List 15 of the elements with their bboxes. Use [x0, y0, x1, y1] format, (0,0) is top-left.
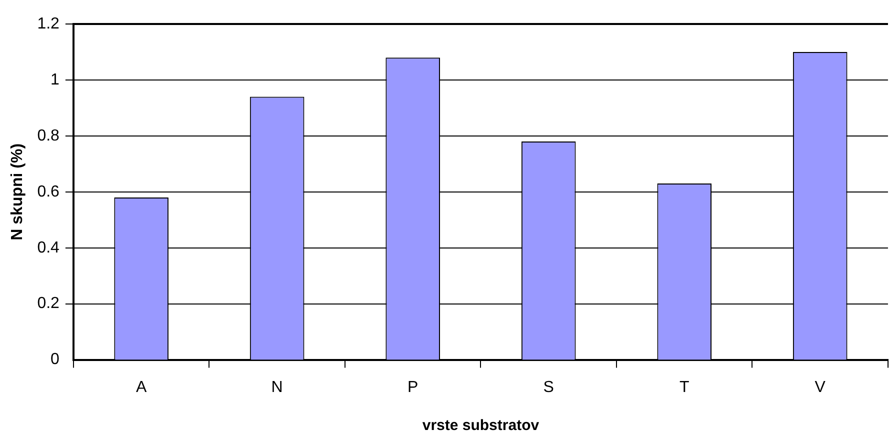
y-tick-label: 0.4: [37, 239, 60, 256]
y-tick-label: 1: [50, 71, 60, 88]
y-tick-label: 1.2: [37, 15, 60, 32]
y-tick-label: 0.8: [37, 127, 60, 144]
y-axis-title: N skupni (%): [9, 143, 26, 240]
x-tick-label: P: [408, 378, 418, 396]
x-tick-label: N: [271, 378, 283, 396]
y-tick-label: 0: [50, 351, 60, 368]
y-tick-label: 0.6: [37, 183, 60, 200]
x-axis-title: vrste substratov: [422, 417, 540, 434]
x-tick-label: S: [543, 378, 554, 396]
x-tick-label: V: [814, 378, 826, 396]
x-tick-label: T: [679, 378, 690, 396]
y-tick-label: 0.2: [37, 295, 60, 312]
x-tick-label: A: [136, 378, 147, 396]
